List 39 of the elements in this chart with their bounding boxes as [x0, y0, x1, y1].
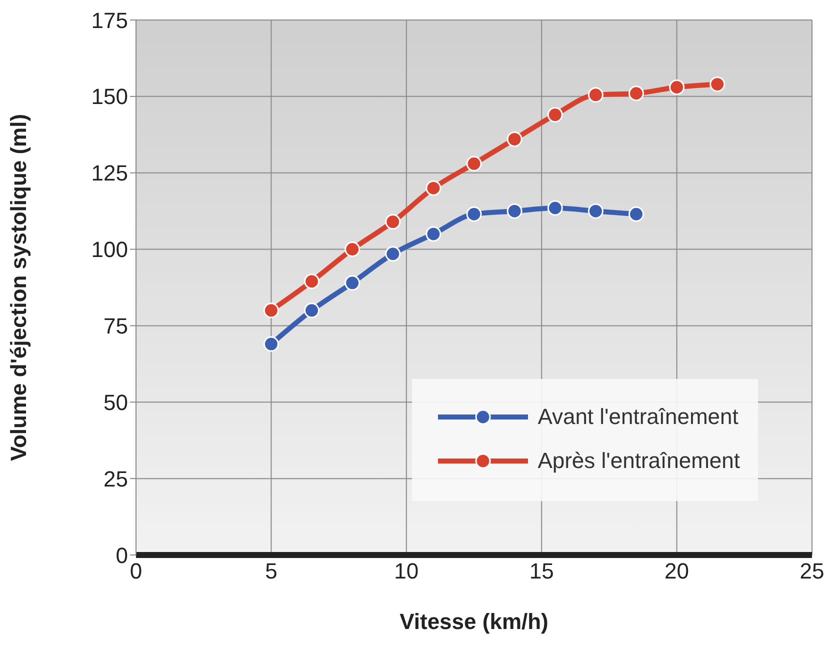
point [588, 87, 604, 103]
y-axis-title: Volume d'éjection systolique (ml) [6, 114, 31, 462]
point [588, 203, 604, 219]
point [304, 302, 320, 318]
point [628, 86, 644, 102]
y-tick-label: 175 [91, 8, 128, 33]
x-tick-label: 10 [394, 558, 419, 584]
point [304, 274, 320, 290]
point [547, 107, 563, 123]
y-tick-label: 0 [116, 542, 128, 568]
point [628, 206, 644, 222]
point [426, 226, 442, 242]
point [385, 246, 401, 262]
x-tick-label: 5 [265, 558, 278, 584]
point [506, 203, 522, 219]
y-tick-label: 150 [91, 84, 128, 110]
point [426, 180, 442, 196]
point [547, 200, 563, 216]
legend-label: Avant l'entraînement [538, 404, 738, 430]
point [344, 275, 360, 291]
y-tick-label: 100 [91, 237, 128, 262]
point [669, 80, 685, 96]
point [466, 156, 482, 172]
legend-label: Après l'entraînement [538, 448, 740, 474]
point [344, 242, 360, 258]
y-tick-label: 50 [104, 390, 128, 415]
point [506, 131, 522, 147]
point [263, 336, 279, 352]
point [710, 76, 726, 92]
y-tick-label: 75 [104, 314, 128, 339]
y-tick-label: 25 [104, 466, 128, 492]
point [263, 302, 279, 318]
y-tick-label: 125 [91, 160, 128, 186]
point [385, 214, 401, 230]
x-tick-label: 15 [529, 558, 554, 584]
x-axis-title: Vitesse (km/h) [400, 609, 548, 634]
point [466, 206, 482, 222]
x-tick-label: 25 [800, 558, 824, 584]
x-tick-label: 20 [664, 558, 690, 584]
